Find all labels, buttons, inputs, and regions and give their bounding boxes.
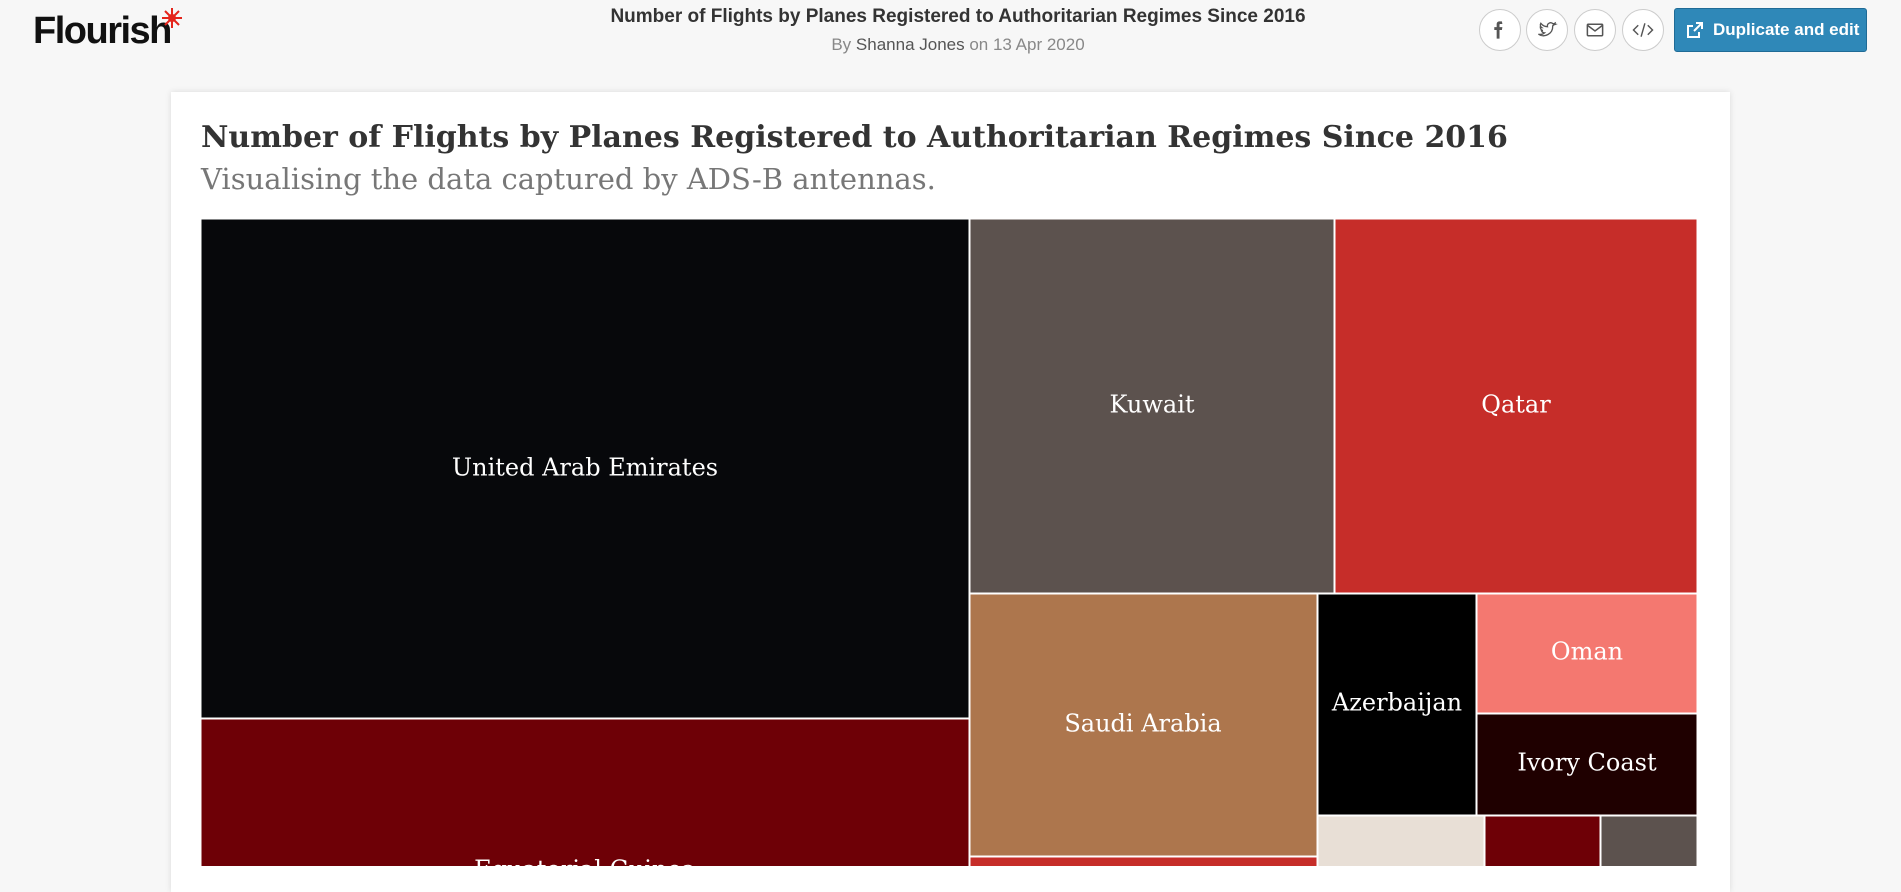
treemap-cell bbox=[1334, 219, 1697, 594]
treemap: United Arab Emirates Equatorial Guinea K… bbox=[201, 219, 1697, 866]
email-button[interactable] bbox=[1574, 9, 1616, 51]
chart-title: Number of Flights by Planes Registered t… bbox=[201, 120, 1508, 155]
cell-label: Saudi Arabia bbox=[1064, 710, 1221, 738]
byline-date: on 13 Apr 2020 bbox=[969, 35, 1085, 54]
treemap-cell bbox=[1476, 593, 1697, 714]
treemap-cell bbox=[1600, 815, 1697, 866]
treemap-cell bbox=[201, 718, 970, 866]
treemap-cell bbox=[1317, 815, 1485, 866]
chart-subtitle: Visualising the data captured by ADS-B a… bbox=[201, 162, 936, 196]
cell-label: United Arab Emirates bbox=[452, 454, 718, 482]
header-title: Number of Flights by Planes Registered t… bbox=[610, 6, 1306, 27]
cell-label: Ivory Coast bbox=[1517, 749, 1657, 777]
treemap-cell bbox=[201, 219, 970, 719]
treemap-cell bbox=[1476, 713, 1697, 816]
cell-label: Oman bbox=[1551, 638, 1623, 666]
twitter-button[interactable] bbox=[1526, 9, 1568, 51]
cell-label: Equatorial Guinea bbox=[474, 856, 696, 867]
logo-text[interactable]: Flourish bbox=[33, 10, 172, 52]
treemap-cell bbox=[1484, 815, 1601, 866]
cell-label: Azerbaijan bbox=[1331, 689, 1462, 717]
page: Flourish Number of Flights by Planes Reg… bbox=[0, 6, 1901, 866]
treemap-cell bbox=[969, 219, 1335, 594]
byline: By Shanna Jones on 13 Apr 2020 bbox=[0, 35, 1901, 55]
treemap-cell bbox=[969, 856, 1318, 866]
duplicate-button[interactable]: Duplicate and edit bbox=[1674, 8, 1867, 52]
facebook-button[interactable] bbox=[1479, 9, 1521, 51]
treemap-cell bbox=[969, 593, 1318, 857]
logo[interactable]: Flourish bbox=[33, 10, 172, 53]
embed-button[interactable] bbox=[1622, 9, 1664, 51]
external-icon bbox=[1687, 22, 1703, 38]
duplicate-label[interactable]: Duplicate and edit bbox=[1713, 20, 1860, 39]
logo-star bbox=[162, 8, 182, 28]
treemap-cell bbox=[1317, 593, 1477, 816]
cell-label: Kuwait bbox=[1109, 391, 1194, 419]
byline-by: By bbox=[831, 35, 852, 54]
cell-label: Qatar bbox=[1481, 391, 1551, 419]
author-link[interactable]: Shanna Jones bbox=[855, 35, 965, 54]
